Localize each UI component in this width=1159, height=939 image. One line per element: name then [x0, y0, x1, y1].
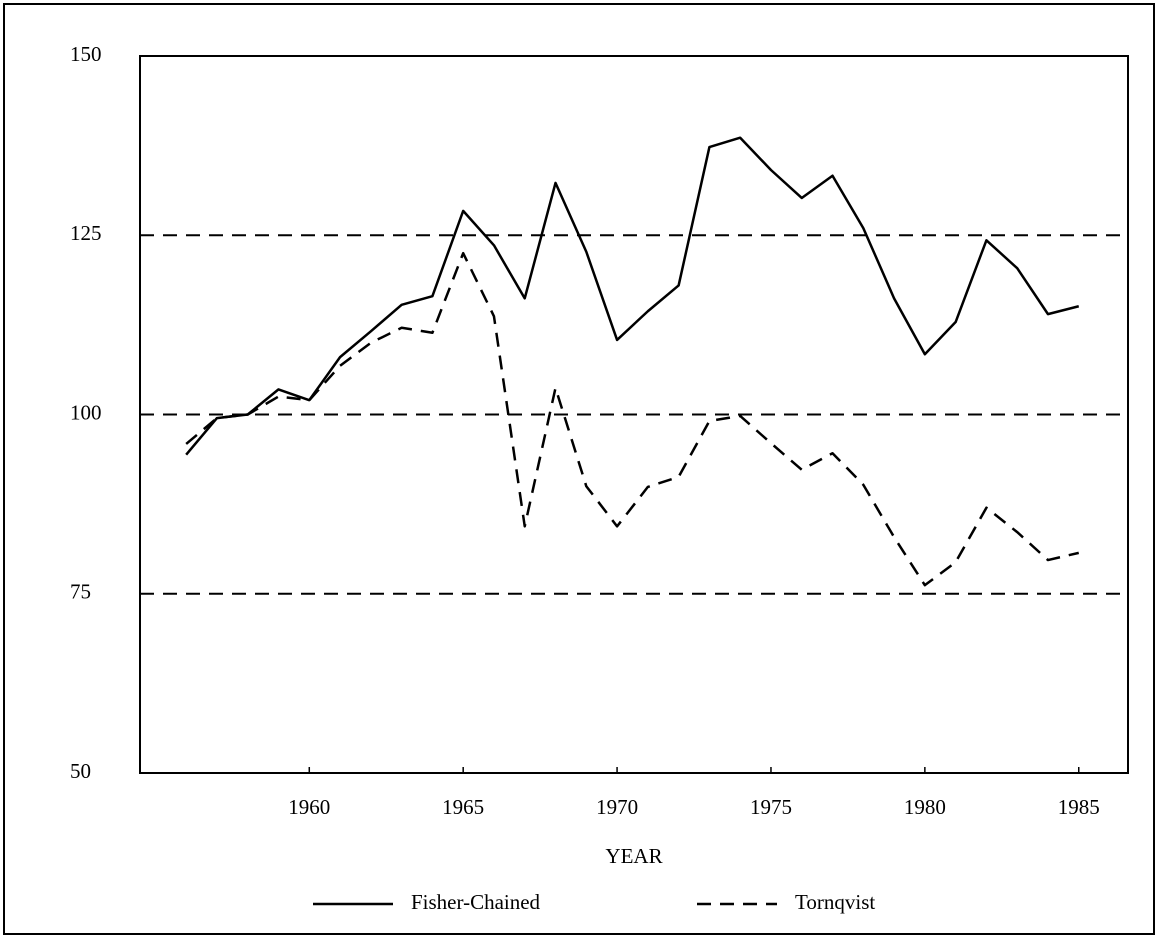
x-tick-label: 1985: [1058, 795, 1100, 819]
frame: [3, 3, 1155, 935]
x-tick-label: 1965: [442, 795, 484, 819]
y-tick-label: 125: [70, 221, 102, 245]
y-tick-label: 50: [70, 759, 91, 783]
line-series: [185, 136, 1080, 456]
y-tick-label: 100: [70, 400, 102, 424]
legend-label: Fisher-Chained: [411, 890, 541, 914]
y-tick-label: 75: [70, 580, 91, 604]
line-series: [185, 251, 1080, 587]
y-tick-label: 150: [70, 42, 102, 66]
x-tick-label: 1960: [288, 795, 330, 819]
x-tick-label: 1980: [904, 795, 946, 819]
x-tick-label: 1970: [596, 795, 638, 819]
x-axis-label: YEAR: [605, 844, 662, 868]
legend-label: Tornqvist: [795, 890, 875, 914]
plot-area: [139, 55, 1129, 774]
x-tick-label: 1975: [750, 795, 792, 819]
